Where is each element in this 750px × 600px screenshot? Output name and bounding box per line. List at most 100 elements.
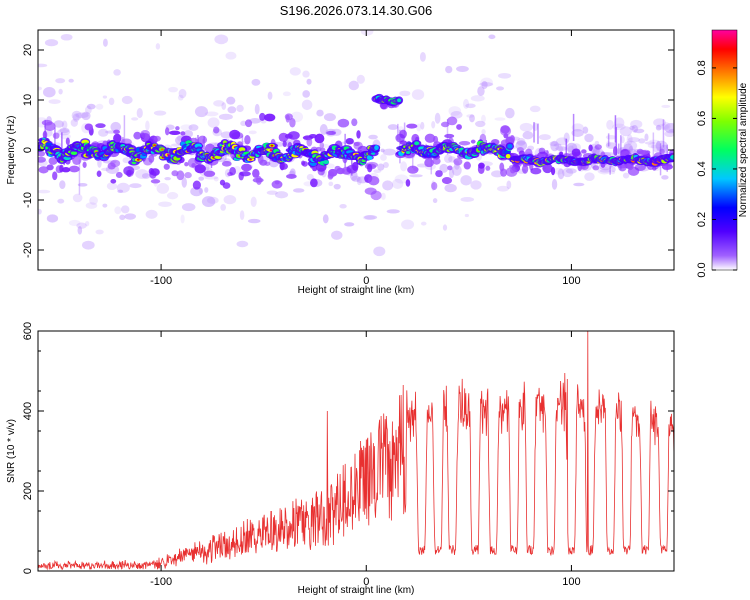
spectrogram-blob	[52, 171, 58, 181]
spectrogram-blob	[463, 161, 471, 170]
ridge-mark	[374, 145, 379, 151]
spectrogram-blob	[542, 163, 553, 174]
spectrogram-noise-blob	[213, 176, 219, 182]
spectrogram-noise-blob	[644, 141, 656, 145]
spectrogram-noise-blob	[653, 118, 666, 127]
spectrogram-noise-blob	[362, 215, 376, 221]
spectrogram-noise-blob	[58, 88, 63, 95]
spectrogram-blob	[286, 173, 297, 179]
spectrogram-noise-blob	[661, 175, 669, 180]
spectrogram-noise-blob	[400, 161, 408, 172]
spectrogram-noise-blob	[339, 204, 347, 209]
spectrogram-noise-blob	[322, 214, 329, 224]
spectrogram-noise-blob	[373, 169, 382, 174]
spectrogram-streak	[430, 145, 433, 175]
spectrogram-blob	[500, 126, 512, 136]
spectrogram-blob	[153, 135, 161, 142]
spectrogram-noise-blob	[553, 143, 562, 147]
spectrogram-noise-blob	[377, 163, 385, 171]
spectrogram-streak	[533, 122, 535, 143]
spectrogram-y-label: Frequency (Hz)	[6, 116, 17, 185]
spectrogram-streak	[202, 139, 204, 150]
colorbar-gradient	[711, 29, 738, 271]
spectrogram-noise-blob	[647, 142, 660, 149]
spectrogram-noise-blob	[584, 133, 594, 143]
spectrogram-noise-blob	[549, 141, 558, 147]
spectrogram-noise-blob	[557, 168, 565, 180]
spectrogram-streak	[572, 113, 575, 141]
spectrogram-noise-blob	[505, 107, 515, 119]
spectrogram-noise-blob	[48, 99, 61, 105]
spectrogram-noise-blob	[57, 198, 65, 204]
spectrogram-noise-blob	[606, 119, 614, 130]
spectrogram-noise-blob	[177, 94, 184, 101]
spectrogram-noise-blob	[661, 122, 671, 131]
spectrogram-noise-blob	[633, 128, 645, 134]
spectrogram-blob	[115, 171, 123, 179]
snr-y-tick-label: 200	[22, 482, 34, 500]
spectrogram-noise-blob	[198, 187, 203, 195]
spectrogram-blob	[499, 162, 505, 172]
spectrogram-blob	[345, 137, 354, 145]
spectrogram-noise-blob	[420, 121, 425, 130]
spectrogram-noise-blob	[68, 78, 74, 83]
spectrogram-noise-blob	[153, 110, 167, 116]
spectrogram-noise-blob	[597, 167, 612, 175]
spectrogram-noise-blob	[42, 86, 56, 98]
spectrogram-noise-blob	[204, 111, 219, 117]
spectrogram-blob	[150, 168, 160, 176]
spectrogram-noise-blob	[380, 192, 386, 200]
spectrogram-noise-blob	[213, 100, 225, 107]
spectrogram-streak	[662, 119, 665, 148]
spectrogram-noise-blob	[448, 106, 462, 116]
spectrogram-y-tick-label: -10	[22, 192, 34, 208]
spectrogram-noise-blob	[364, 215, 378, 220]
spectrogram-noise-blob	[46, 214, 59, 223]
spectrogram-streak	[609, 166, 611, 175]
spectrogram-noise-blob	[221, 102, 227, 110]
spectrogram-blob	[662, 162, 671, 171]
spectrogram-blob	[308, 134, 317, 139]
spectrogram-noise-blob	[623, 140, 638, 151]
spectrogram-noise-blob	[460, 175, 472, 186]
spectrogram-blob	[38, 156, 46, 163]
spectrogram-blob	[652, 166, 657, 171]
spectrogram-noise-blob	[319, 124, 328, 135]
spectrogram-noise-blob	[204, 187, 209, 193]
spectrogram-noise-blob	[619, 126, 633, 137]
spectrogram-streak	[61, 132, 63, 163]
spectrogram-blob	[406, 123, 418, 129]
spectrogram-streak	[44, 119, 46, 148]
colorbar-tick-label: 0.2	[696, 212, 708, 227]
spectrogram-noise-blob	[416, 123, 422, 132]
spectrogram-noise-blob	[306, 78, 312, 85]
spectrogram-blob	[113, 129, 120, 135]
spectrogram-blob	[571, 148, 581, 157]
spectrogram-streak	[546, 150, 549, 161]
spectrogram-noise-blob	[656, 140, 661, 152]
spectrogram-noise-blob	[121, 205, 130, 214]
spectrogram-noise-blob	[448, 168, 455, 179]
spectrogram-noise-blob	[122, 157, 131, 164]
spectrogram-noise-blob	[38, 208, 42, 215]
spectrogram-blob	[107, 162, 116, 170]
spectrogram-blob	[171, 170, 179, 177]
spectrogram-blob	[191, 163, 196, 168]
spectrogram-blob	[133, 131, 142, 140]
spectrogram-blob	[351, 118, 358, 127]
spectrogram-noise-blob	[166, 192, 179, 200]
spectrogram-blob	[444, 133, 455, 139]
spectrogram-noise-blob	[582, 126, 589, 134]
spectrogram-blob	[530, 167, 542, 175]
spectrogram-noise-blob	[236, 104, 244, 113]
spectrogram-noise-blob	[85, 220, 90, 227]
spectrogram-noise-blob	[584, 172, 595, 182]
spectrogram-blob	[229, 166, 236, 176]
spectrogram-noise-blob	[644, 133, 649, 142]
spectrogram-noise-blob	[344, 222, 355, 227]
spectrogram-noise-blob	[481, 114, 486, 123]
spectrogram-x-tick-label: 100	[562, 275, 580, 287]
spectrogram-blob	[326, 130, 336, 136]
spectrogram-blob	[405, 179, 411, 187]
